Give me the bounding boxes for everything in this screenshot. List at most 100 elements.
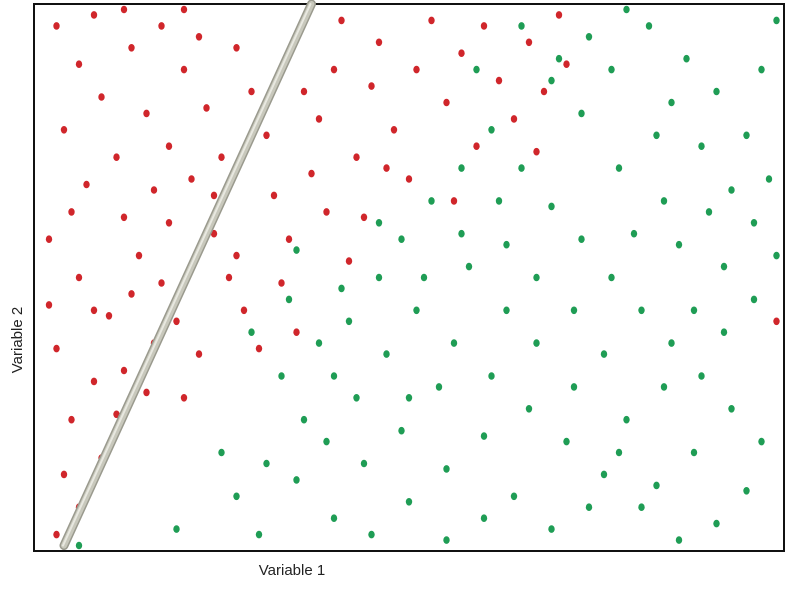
data-point — [315, 339, 323, 347]
data-point — [683, 54, 690, 63]
data-point — [45, 235, 53, 243]
data-point — [713, 87, 720, 96]
data-point — [128, 290, 135, 298]
data-point — [623, 5, 630, 14]
data-point — [653, 481, 660, 490]
data-point — [98, 93, 105, 101]
data-point — [413, 306, 420, 315]
data-point — [255, 530, 263, 539]
data-point — [300, 87, 308, 96]
data-point — [510, 492, 518, 501]
data-point — [653, 131, 660, 140]
data-point — [608, 65, 615, 74]
data-point — [308, 169, 315, 178]
data-point — [600, 470, 608, 479]
data-point — [428, 16, 435, 25]
data-point — [383, 164, 390, 172]
data-point — [480, 514, 488, 522]
data-point — [105, 312, 113, 320]
data-point — [533, 273, 540, 282]
data-point — [488, 126, 495, 134]
data-point — [263, 459, 270, 468]
data-point — [270, 191, 278, 200]
data-point — [690, 448, 698, 457]
data-point — [750, 295, 758, 304]
data-point — [173, 317, 180, 326]
data-point — [773, 251, 780, 260]
data-point — [293, 328, 300, 337]
data-point — [675, 240, 683, 249]
data-point — [713, 519, 720, 528]
data-point — [323, 437, 330, 446]
data-point — [525, 405, 533, 413]
data-point — [405, 394, 413, 402]
data-point — [75, 60, 83, 68]
data-point — [353, 394, 360, 402]
data-point — [555, 11, 563, 19]
data-point — [330, 372, 338, 380]
data-point — [128, 44, 135, 52]
data-point — [758, 65, 765, 74]
data-point — [398, 426, 405, 435]
data-point — [53, 344, 60, 353]
data-point — [210, 229, 218, 238]
data-point — [668, 98, 675, 107]
data-point — [120, 5, 128, 14]
data-point — [720, 328, 728, 337]
data-point — [338, 284, 345, 293]
data-point — [135, 251, 143, 260]
data-point — [90, 377, 98, 386]
data-point — [383, 350, 390, 358]
data-point — [443, 536, 450, 544]
data-point — [225, 273, 233, 282]
data-point — [473, 65, 480, 74]
data-point — [240, 306, 248, 315]
data-point — [488, 372, 495, 380]
data-point — [293, 476, 300, 484]
data-point — [743, 131, 750, 140]
data-point — [450, 339, 458, 347]
data-point — [503, 306, 510, 315]
data-point — [728, 186, 735, 194]
data-point — [585, 33, 593, 41]
data-point — [638, 306, 645, 315]
data-point — [518, 164, 525, 172]
data-point — [218, 153, 225, 161]
data-point — [345, 257, 353, 265]
data-point — [503, 240, 510, 249]
data-point — [368, 530, 375, 539]
data-point — [338, 16, 345, 25]
data-point — [600, 350, 608, 358]
data-point — [698, 372, 705, 380]
data-point — [180, 65, 188, 74]
data-point — [465, 262, 473, 271]
data-point — [548, 525, 555, 533]
data-point — [495, 197, 503, 205]
data-point — [375, 273, 383, 282]
data-point — [660, 383, 668, 391]
data-point — [705, 208, 713, 216]
data-point — [203, 104, 210, 112]
data-point — [660, 197, 668, 205]
data-point — [68, 208, 75, 216]
data-point — [53, 22, 60, 30]
data-point — [375, 38, 383, 47]
data-point — [615, 164, 623, 172]
data-point — [360, 459, 368, 468]
data-point — [578, 235, 585, 243]
separating-line-highlight — [62, 3, 312, 547]
data-point — [120, 366, 128, 375]
data-point — [83, 180, 90, 189]
data-point — [158, 279, 165, 287]
data-point — [495, 76, 503, 85]
data-point — [195, 350, 203, 358]
data-point — [233, 492, 240, 501]
data-point — [60, 126, 68, 134]
data-point — [45, 301, 53, 309]
data-point — [518, 22, 525, 30]
data-point — [233, 44, 240, 52]
data-point — [623, 415, 630, 424]
data-point — [158, 22, 165, 30]
data-point — [315, 115, 323, 123]
data-point — [165, 219, 173, 227]
